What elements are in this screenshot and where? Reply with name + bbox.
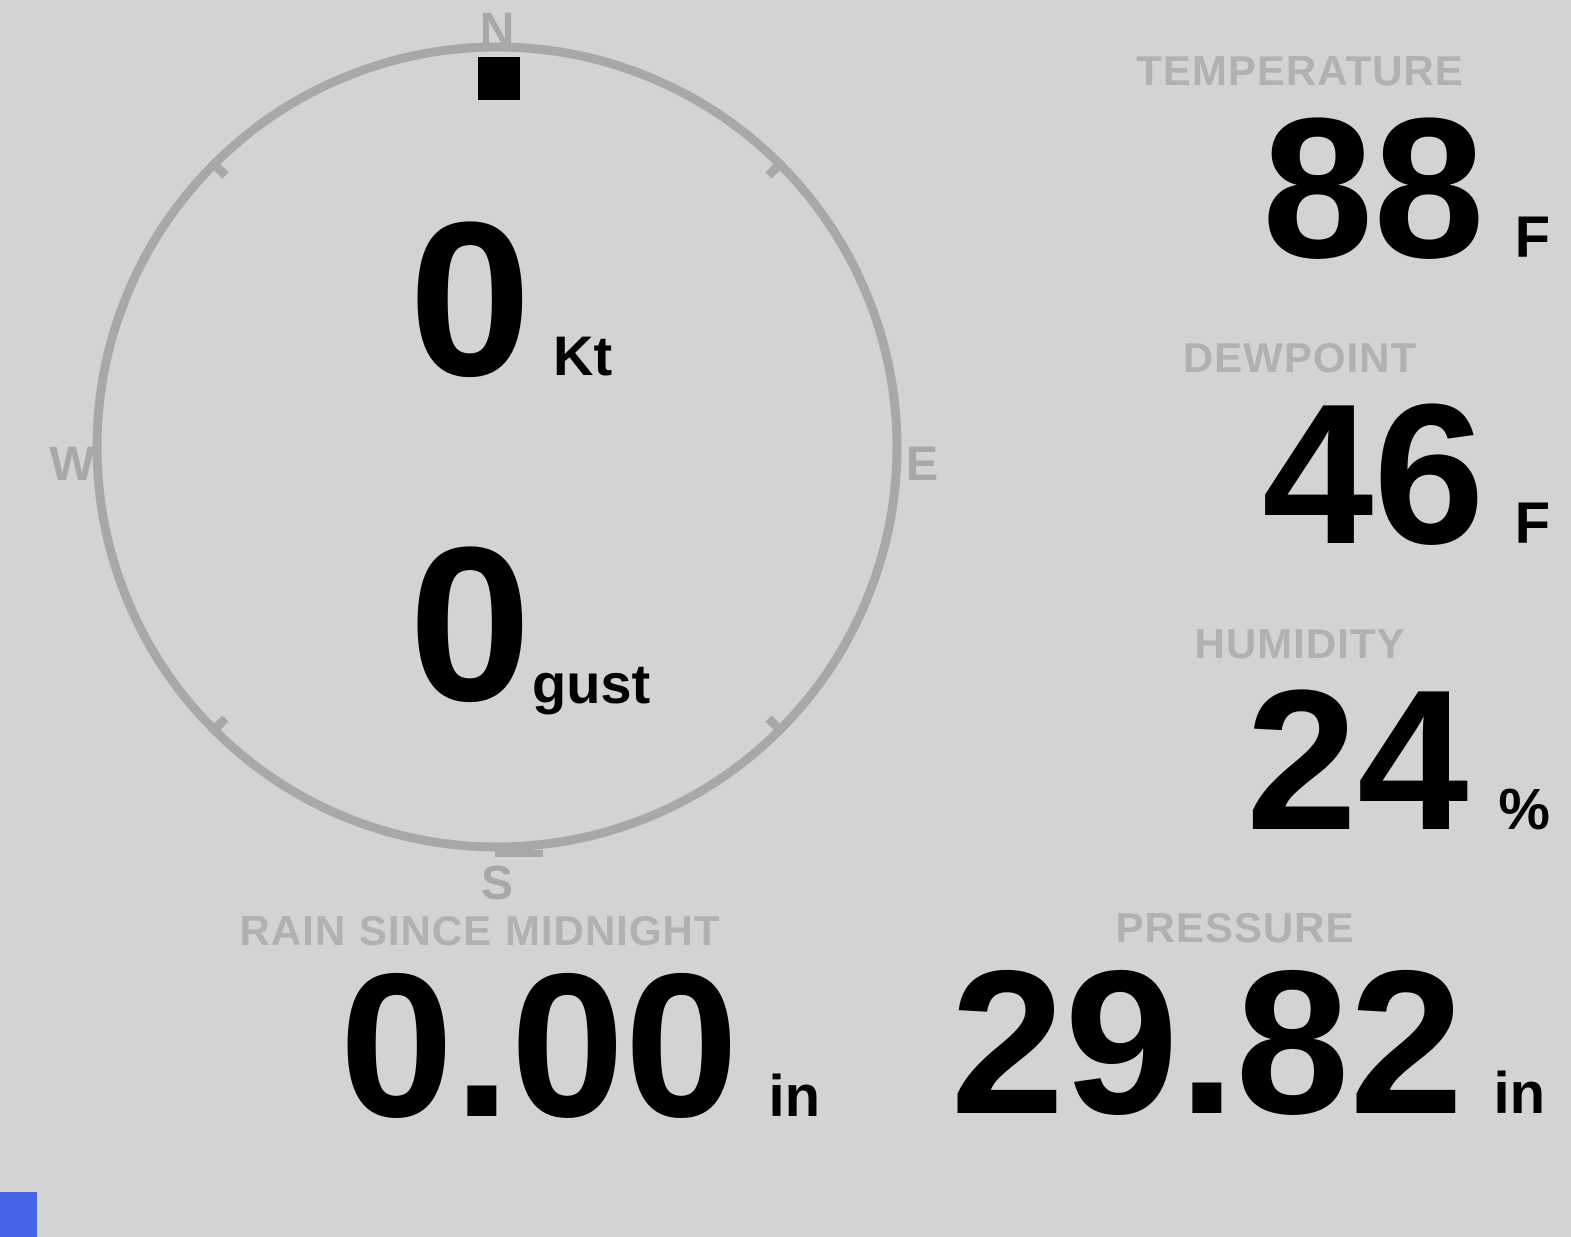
humidity-label: HUMIDITY — [1194, 620, 1406, 667]
dewpoint-label: DEWPOINT — [1182, 334, 1418, 381]
temperature-unit: F — [1514, 205, 1550, 270]
dewpoint-metric: DEWPOINT 46 F — [1050, 337, 1550, 575]
rain-unit: in — [768, 1064, 820, 1129]
rain-since-midnight-label: RAIN SINCE MIDNIGHT — [239, 907, 721, 954]
corner-accent-square — [0, 1192, 37, 1237]
pressure-value: 29.82 — [950, 928, 1464, 1157]
pressure-unit: in — [1493, 1061, 1545, 1126]
pressure-value-row: 29.82 in — [925, 940, 1545, 1145]
compass-tick-nw — [207, 157, 229, 179]
rain-value-row: 0.00 in — [140, 943, 820, 1148]
wind-direction-marker — [478, 57, 520, 100]
compass-tick-ne — [765, 157, 787, 179]
temperature-label: TEMPERATURE — [1136, 47, 1464, 94]
rain-since-midnight-metric: RAIN SINCE MIDNIGHT 0.00 in — [140, 907, 821, 1149]
wind-gust-unit: gust — [532, 652, 650, 715]
wind-gust-value: 0 — [409, 501, 531, 747]
humidity-unit: % — [1498, 777, 1550, 842]
compass-label-west: W — [49, 438, 95, 491]
compass-label-east: E — [906, 438, 938, 491]
compass-label-north: N — [480, 4, 515, 57]
temperature-value: 88 — [1262, 77, 1485, 300]
wind-compass: N E S W 0 Kt 0 gust — [49, 4, 938, 910]
pressure-metric: PRESSURE 29.82 in — [925, 904, 1545, 1146]
compass-label-south: S — [481, 857, 513, 910]
dewpoint-value-row: 46 F — [1050, 375, 1550, 575]
wind-speed-value: 0 — [409, 176, 531, 422]
temperature-value-row: 88 F — [1050, 89, 1550, 289]
humidity-value-row: 24 % — [1050, 661, 1550, 861]
dewpoint-value: 46 — [1262, 363, 1485, 586]
humidity-value: 24 — [1245, 649, 1469, 872]
compass-tick-se — [765, 715, 787, 737]
pressure-label: PRESSURE — [1115, 904, 1355, 951]
dewpoint-unit: F — [1514, 491, 1550, 556]
compass-ring — [92, 42, 902, 852]
rain-value: 0.00 — [339, 931, 739, 1160]
humidity-metric: HUMIDITY 24 % — [1050, 620, 1551, 861]
temperature-metric: TEMPERATURE 88 F — [1050, 50, 1550, 289]
compass-tick-sw — [207, 715, 229, 737]
wind-speed-unit: Kt — [553, 324, 612, 387]
